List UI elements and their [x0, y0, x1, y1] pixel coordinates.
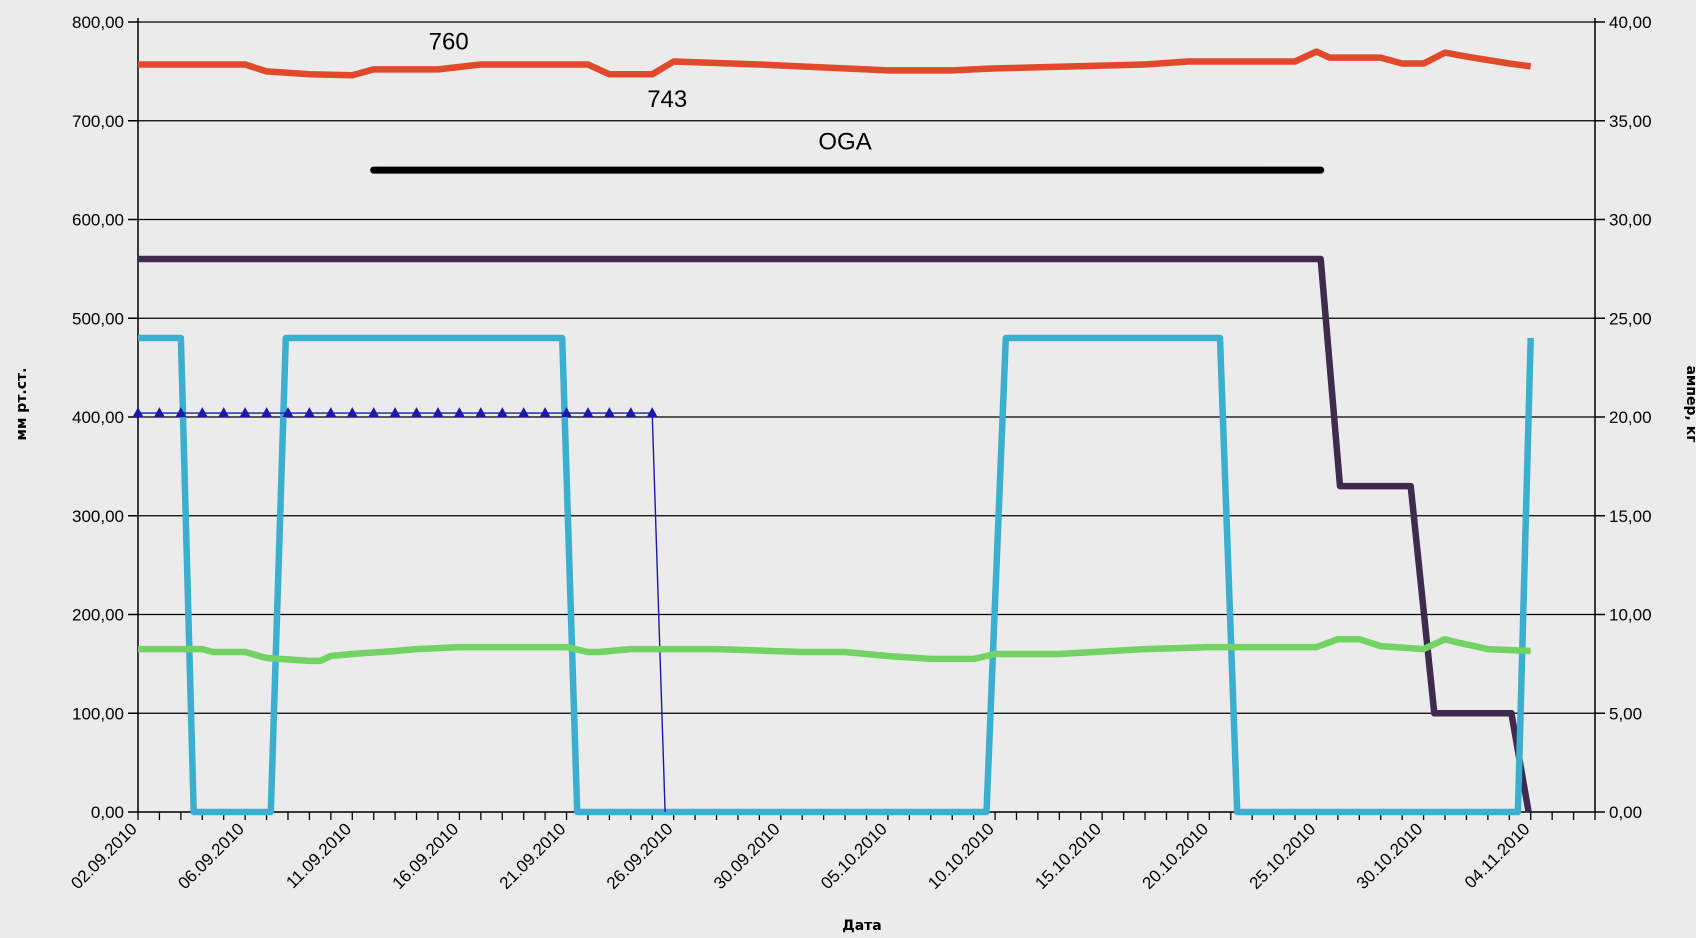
x-tick-label: 26.09.2010	[603, 819, 677, 893]
series-point	[496, 407, 508, 418]
y-left-tick-label: 800,00	[72, 13, 124, 32]
x-tick-label: 06.09.2010	[174, 819, 248, 893]
y-left-tick-label: 600,00	[72, 211, 124, 230]
y-left-tick-label: 500,00	[72, 309, 124, 328]
series-point	[175, 407, 187, 418]
x-tick-label: 20.10.2010	[1139, 819, 1213, 893]
series-layer	[132, 48, 1534, 816]
series-point	[218, 407, 230, 418]
series-point	[561, 407, 572, 418]
y-left-tick-label: 100,00	[72, 704, 124, 723]
x-tick-label: 15.10.2010	[1031, 819, 1105, 893]
series-point	[261, 407, 273, 418]
series-point	[303, 407, 315, 418]
series-point	[432, 407, 444, 418]
x-tick-label: 30.09.2010	[710, 819, 784, 893]
y-right-tick-label: 15,00	[1609, 507, 1652, 526]
series-point	[282, 407, 294, 418]
x-tick-label: 11.09.2010	[282, 819, 355, 892]
x-tick-label: 04.11.2010	[1461, 819, 1534, 892]
x-tick-label: 21.09.2010	[496, 819, 570, 893]
series-point	[453, 407, 465, 418]
y-left-tick-label: 300,00	[72, 507, 124, 526]
series-point	[325, 407, 337, 418]
series-point	[239, 407, 251, 418]
series-point	[518, 407, 530, 418]
annotation-label: 760	[429, 29, 469, 56]
series-point	[603, 407, 615, 418]
series-point	[132, 407, 144, 418]
y-left-tick-label: 700,00	[72, 112, 124, 131]
y-right-tick-label: 25,00	[1609, 309, 1652, 328]
series-point	[411, 407, 422, 418]
series-line-4	[138, 412, 666, 813]
x-tick-label: 30.10.2010	[1353, 819, 1427, 893]
y-left-tick-label: 200,00	[72, 606, 124, 625]
series-point	[389, 407, 401, 418]
series-point	[625, 407, 637, 418]
y-right-tick-label: 5,00	[1609, 704, 1642, 723]
series-point	[346, 407, 358, 418]
series-point	[646, 407, 658, 418]
annotations: 760 743 OGA	[429, 29, 872, 156]
series-point	[475, 407, 487, 418]
x-tick-label: 02.09.2010	[67, 819, 141, 893]
y-right-tick-label: 40,00	[1609, 13, 1652, 32]
y-left-tick-label: 400,00	[72, 408, 124, 427]
x-tick-label: 25.10.2010	[1246, 819, 1320, 893]
series-point	[196, 407, 208, 418]
series-point	[368, 407, 380, 418]
gridlines	[138, 21, 1595, 714]
series-point	[153, 407, 165, 418]
series-point	[539, 407, 551, 418]
y-right-tick-label: 0,00	[1609, 803, 1642, 822]
series-line-0	[138, 48, 1532, 79]
y-left-tick-label: 0,00	[91, 803, 124, 822]
series-line-3	[138, 334, 1534, 816]
y-right-tick-label: 30,00	[1609, 211, 1652, 230]
series-line-2	[138, 255, 1532, 813]
x-tick-label: 05.10.2010	[817, 819, 891, 893]
annotation-label: OGA	[818, 128, 871, 155]
y-right-tick-label: 35,00	[1609, 112, 1652, 131]
y-axis-title-right: ампер, кг	[1683, 365, 1696, 442]
series-point	[582, 407, 594, 418]
x-tick-label: 10.10.2010	[924, 819, 998, 893]
annotation-label: 743	[647, 86, 687, 113]
series-line-5	[138, 635, 1531, 665]
y-right-tick-label: 10,00	[1609, 606, 1652, 625]
x-axis-title: Дата	[842, 918, 881, 934]
y-axis-title-left: мм рт.ст.	[14, 368, 30, 441]
x-tick-label: 16.09.2010	[389, 819, 463, 893]
y-right-tick-label: 20,00	[1609, 408, 1652, 427]
